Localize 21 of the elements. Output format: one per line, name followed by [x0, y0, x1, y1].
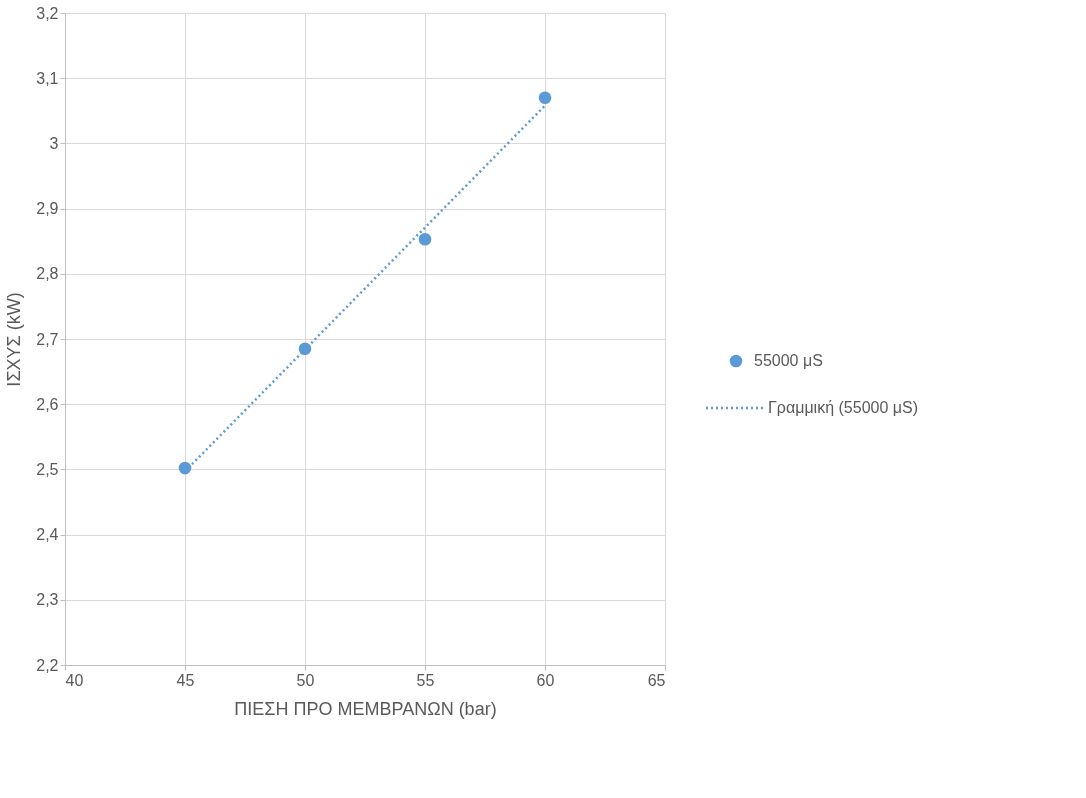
- x-tick-label: 45: [176, 671, 195, 689]
- y-tick-label: 3,2: [36, 4, 59, 22]
- y-tick-label: 2,3: [36, 591, 59, 609]
- y-tick-label: 2,4: [36, 526, 59, 544]
- x-tick-label: 60: [536, 671, 555, 689]
- y-tick-label: 2,7: [36, 330, 59, 348]
- legend-label: Γραμμική (55000 μS): [768, 399, 918, 416]
- y-axis-title: ΙΣΧΥΣ (kW): [4, 292, 25, 387]
- x-axis-title: ΠΙΕΣΗ ΠΡΟ ΜΕΜΒΡΑΝΩΝ (bar): [234, 698, 497, 719]
- y-tick-label: 2,6: [36, 395, 59, 413]
- y-tick-label: 2,8: [36, 265, 59, 283]
- x-tick-label: 65: [647, 671, 666, 689]
- x-tick-label: 50: [296, 671, 315, 689]
- y-tick-label: 2,2: [36, 656, 59, 674]
- y-tick-label: 2,9: [36, 200, 59, 218]
- x-tick-label: 40: [65, 671, 84, 689]
- y-tick-label: 3: [49, 134, 59, 152]
- y-tick-label: 2,5: [36, 460, 59, 478]
- x-tick-label: 55: [416, 671, 435, 689]
- y-tick-label: 3,1: [36, 69, 59, 87]
- legend-label: 55000 μS: [754, 352, 823, 369]
